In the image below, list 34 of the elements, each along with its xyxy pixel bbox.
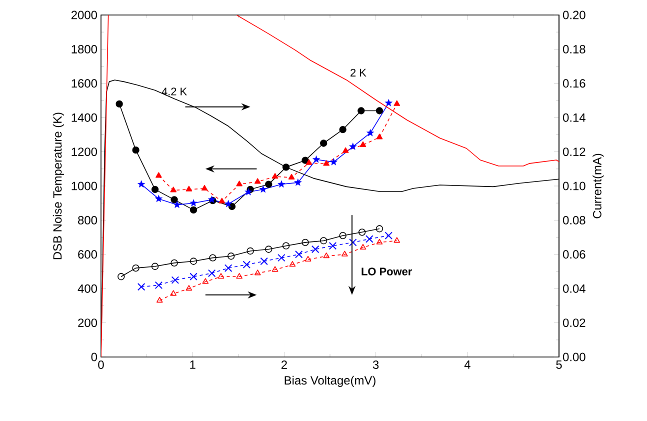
y2-tick-label: 0.08 — [562, 216, 586, 224]
y2-axis-title: Current(mA) — [592, 154, 604, 218]
y-tick-label: 1200 — [72, 148, 98, 156]
series-label: 4.2 K — [162, 88, 187, 96]
y-tick-label: 1600 — [72, 79, 98, 88]
y2-tick-label: 0.10 — [562, 182, 586, 190]
series-label: 2 K — [350, 68, 366, 76]
y2-tick-label: 0.12 — [562, 148, 586, 156]
y2-tick-label: 0.20 — [562, 10, 586, 20]
annotation: LO Power — [362, 268, 412, 276]
x-axis-title: Bias Voltage(mV) — [284, 376, 376, 387]
y2-tick-label: 0.04 — [562, 284, 586, 293]
y2-tick-label: 0.06 — [562, 250, 586, 259]
x-tick-label: 5 — [556, 360, 562, 369]
y-tick-label: 1800 — [72, 44, 98, 54]
y-tick-label: 1000 — [72, 182, 98, 190]
x-tick-label: 2 — [281, 360, 287, 369]
y2-tick-label: 0.14 — [562, 113, 586, 122]
y-tick-label: 600 — [78, 250, 98, 259]
y-tick-label: 0 — [91, 352, 98, 362]
y-axis-title: DSB Noise Temperature (K) — [52, 112, 64, 260]
y-tick-label: 400 — [78, 284, 98, 293]
x-tick-label: 1 — [190, 360, 196, 369]
x-tick-label: 4 — [464, 360, 470, 369]
y-tick-label: 2000 — [71, 10, 98, 20]
y-tick-label: 1400 — [72, 113, 98, 122]
y-tick-label: 800 — [78, 216, 98, 224]
y2-tick-label: 0.16 — [562, 79, 586, 88]
x-tick-label: 3 — [372, 360, 379, 369]
x-tick-label: 0 — [98, 360, 104, 369]
y-tick-label: 200 — [78, 318, 98, 328]
y2-tick-label: 0.00 — [562, 352, 586, 362]
y2-tick-label: 0.02 — [562, 318, 586, 328]
y2-tick-label: 0.18 — [562, 44, 586, 54]
